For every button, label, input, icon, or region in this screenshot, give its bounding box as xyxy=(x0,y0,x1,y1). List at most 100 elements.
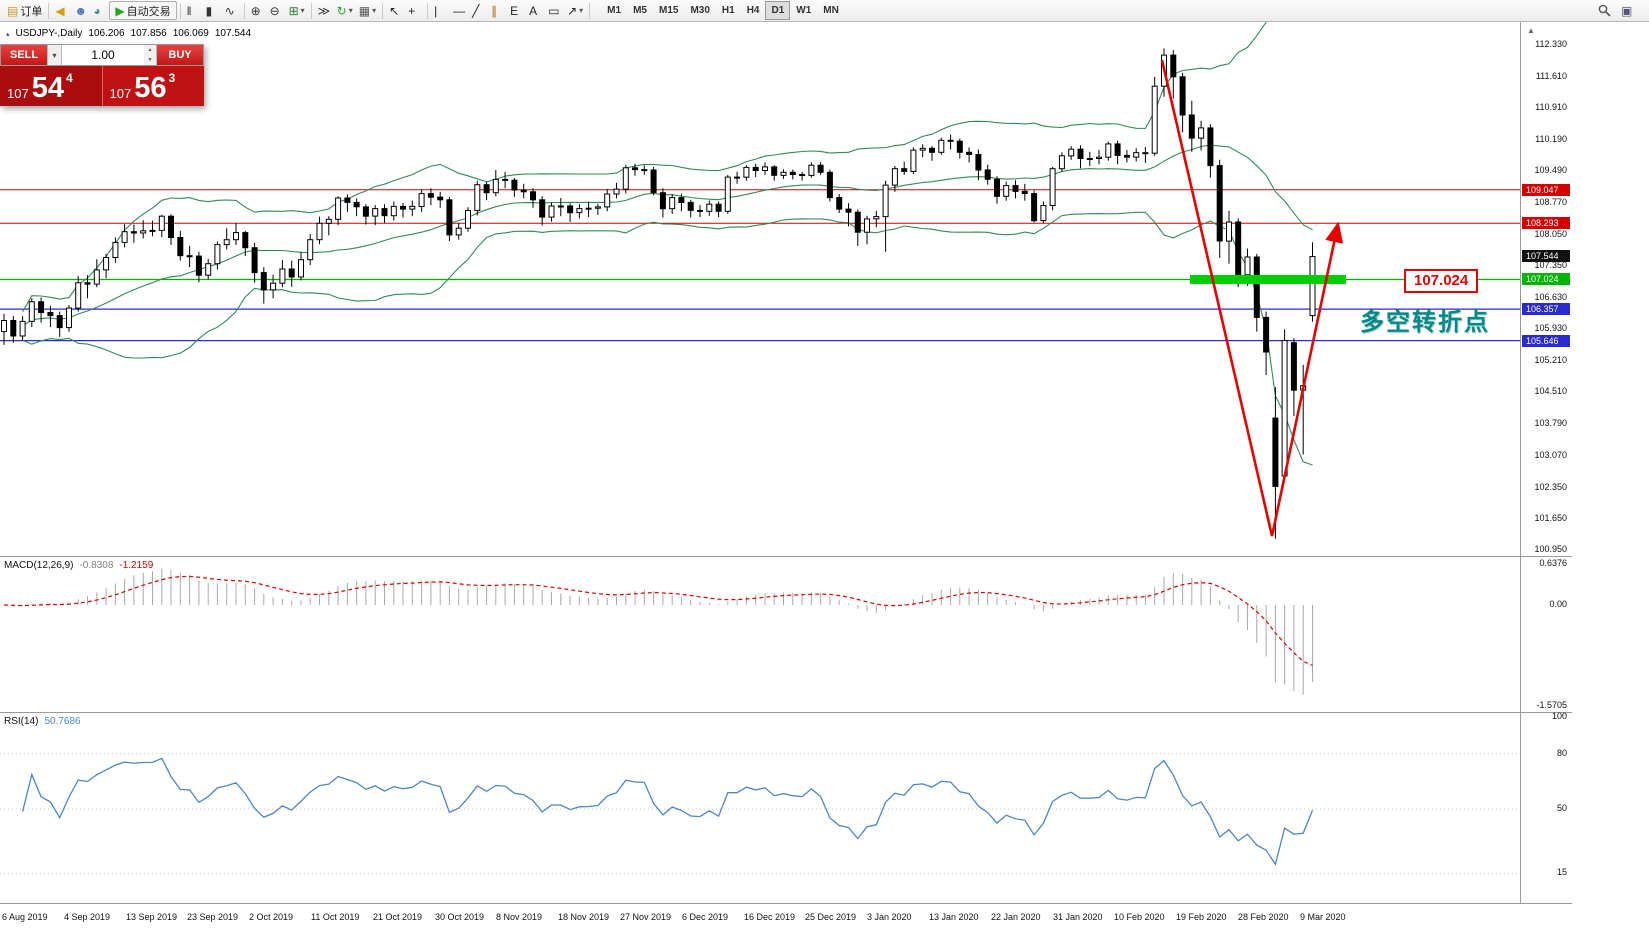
candle-body xyxy=(1012,185,1019,192)
trendline-button[interactable]: ╱ xyxy=(469,1,488,20)
date-label: 10 Feb 2020 xyxy=(1114,912,1165,922)
candle-body xyxy=(1021,190,1028,195)
price-tick: 112.330 xyxy=(1535,39,1567,49)
chart-shift-button[interactable]: ↻ ▾ xyxy=(334,1,356,20)
candle-body xyxy=(400,205,406,210)
macd-label: MACD(12,26,9) -0.8308 -1.2159 xyxy=(4,560,153,571)
vertical-line-button[interactable]: | xyxy=(431,1,450,20)
arrows-icon: ↗ xyxy=(567,3,578,18)
date-label: 9 Mar 2020 xyxy=(1300,912,1346,922)
price-callout[interactable]: 107.024 xyxy=(1404,269,1479,293)
candle-body xyxy=(919,147,926,151)
bar-chart-mode-button[interactable]: ‖ xyxy=(184,1,203,20)
price-tick: 103.790 xyxy=(1534,418,1567,428)
timeframe-m5-button[interactable]: M5 xyxy=(627,1,653,20)
crosshair-button[interactable]: + xyxy=(405,1,424,20)
timeframe-w1-button[interactable]: W1 xyxy=(790,1,817,20)
candle-body xyxy=(1049,168,1056,206)
candle-body xyxy=(112,241,119,258)
search-button[interactable] xyxy=(1595,1,1614,20)
candle-body xyxy=(279,268,286,284)
candle-body xyxy=(1114,143,1121,156)
community-button[interactable]: ◕ xyxy=(90,1,109,20)
candle-body xyxy=(530,191,536,201)
candle-body xyxy=(56,315,63,329)
megaphone-button[interactable]: ◀ xyxy=(52,1,71,20)
volume-up-button[interactable]: ▲ xyxy=(144,45,156,55)
crosshair-icon: + xyxy=(408,3,416,18)
auto-scroll-button[interactable]: ≫ xyxy=(315,1,334,20)
sell-button[interactable]: SELL xyxy=(1,45,47,65)
autotrading-icon: ▶ xyxy=(115,3,125,18)
candle-body xyxy=(66,307,72,329)
candle-body xyxy=(789,171,796,176)
rsi-panel[interactable] xyxy=(0,712,1572,903)
tile-windows-button[interactable]: ⊞ ▾ xyxy=(286,1,308,20)
bollinger-lower-band xyxy=(22,211,1313,466)
date-label: 18 Nov 2019 xyxy=(558,912,610,922)
v-reversal-arrow[interactable] xyxy=(1160,59,1344,537)
candle-body xyxy=(734,176,741,179)
time-axis[interactable]: 6 Aug 2019 4 Sep 2019 13 Sep 2019 23 Sep 20… xyxy=(0,903,1572,945)
main-chart[interactable] xyxy=(0,22,1572,556)
candle-body xyxy=(19,320,26,337)
buy-price-prefix: 107 xyxy=(109,85,132,101)
candle-body xyxy=(669,197,676,210)
candle-body xyxy=(520,189,527,193)
timeframe-m1-button[interactable]: M1 xyxy=(601,1,627,20)
autotrading-button[interactable]: ▶ 自动交易 xyxy=(109,1,177,20)
candle-body xyxy=(511,179,518,191)
macd-value-2: -1.2159 xyxy=(119,560,154,571)
channel-button[interactable]: ∥ xyxy=(488,1,507,20)
candle-body xyxy=(38,301,45,313)
fibonacci-button[interactable]: E xyxy=(507,1,526,20)
candle-body xyxy=(93,269,100,285)
new-order-button[interactable]: ▤ 订单 xyxy=(4,1,45,20)
timeframe-m15-button[interactable]: M15 xyxy=(653,1,684,20)
horizontal-line-button[interactable]: — xyxy=(450,1,469,20)
date-label: 19 Feb 2020 xyxy=(1176,912,1227,922)
candle-body xyxy=(307,239,314,261)
macd-panel[interactable] xyxy=(0,556,1572,712)
macd-signal-line xyxy=(3,575,1313,666)
price-axis[interactable]: 112.330 111.610 110.910 110.190 109.490 108.7… xyxy=(1520,22,1572,903)
price-tick: 110.910 xyxy=(1535,102,1567,112)
zoom-out-button[interactable]: ⊖ xyxy=(267,1,286,20)
arrows-button[interactable]: ↗ ▾ xyxy=(564,1,586,20)
volume-input[interactable] xyxy=(62,45,144,65)
candle-body xyxy=(594,206,601,209)
timeframe-mn-button[interactable]: MN xyxy=(817,1,845,20)
candle-body xyxy=(743,166,750,178)
text-button[interactable]: A xyxy=(526,1,545,20)
candle-body xyxy=(901,168,908,172)
timeframe-m30-button[interactable]: M30 xyxy=(684,1,715,20)
volume-down-button[interactable]: ▼ xyxy=(144,55,156,65)
turning-point-note[interactable]: 多空转折点 xyxy=(1360,309,1490,336)
toolbar-buttons: ▤ 订单 ◀ ☻ ◕ ▶ 自动交易 ‖ ▮ ∿ ⊕ ⊖ ⊞ ▾ ≫ ↻ ▾ ▦ ▾ ↖ + | — ╱ ∥ E A ▭ ↗ ▾ xyxy=(4,1,593,20)
price-tick: 106.630 xyxy=(1534,292,1567,302)
buy-button[interactable]: BUY xyxy=(157,45,203,65)
cursor-button[interactable]: ↖ xyxy=(386,1,405,20)
candle-body xyxy=(678,197,685,204)
sell-price-tile[interactable]: 107 54 4 xyxy=(0,66,103,106)
candlestick-mode-button[interactable]: ▮ xyxy=(203,1,222,20)
candle-body xyxy=(158,215,165,231)
candle-body xyxy=(140,230,147,234)
profile-button[interactable]: ☻ xyxy=(71,1,90,20)
timeframe-h1-button[interactable]: H1 xyxy=(716,1,741,20)
candle-body xyxy=(298,259,304,278)
label-button[interactable]: ▭ xyxy=(545,1,564,20)
zoom-in-button[interactable]: ⊕ xyxy=(248,1,267,20)
sell-options-button[interactable]: ▾ xyxy=(47,45,62,65)
line-chart-mode-button[interactable]: ∿ xyxy=(222,1,241,20)
windows-button[interactable]: ▣ xyxy=(1618,1,1637,20)
timeframe-d1-button[interactable]: D1 xyxy=(765,1,791,20)
candle-body xyxy=(632,167,638,171)
date-label: 31 Jan 2020 xyxy=(1053,912,1103,922)
new-order-icon: ▤ xyxy=(7,3,19,18)
timeframe-h4-button[interactable]: H4 xyxy=(741,1,766,20)
candle-body xyxy=(465,209,471,229)
buy-price-tile[interactable]: 107 56 3 xyxy=(102,66,204,106)
templates-button[interactable]: ▦ ▾ xyxy=(356,1,379,20)
scroll-to-end-icon[interactable]: ▲ xyxy=(1527,26,1535,35)
